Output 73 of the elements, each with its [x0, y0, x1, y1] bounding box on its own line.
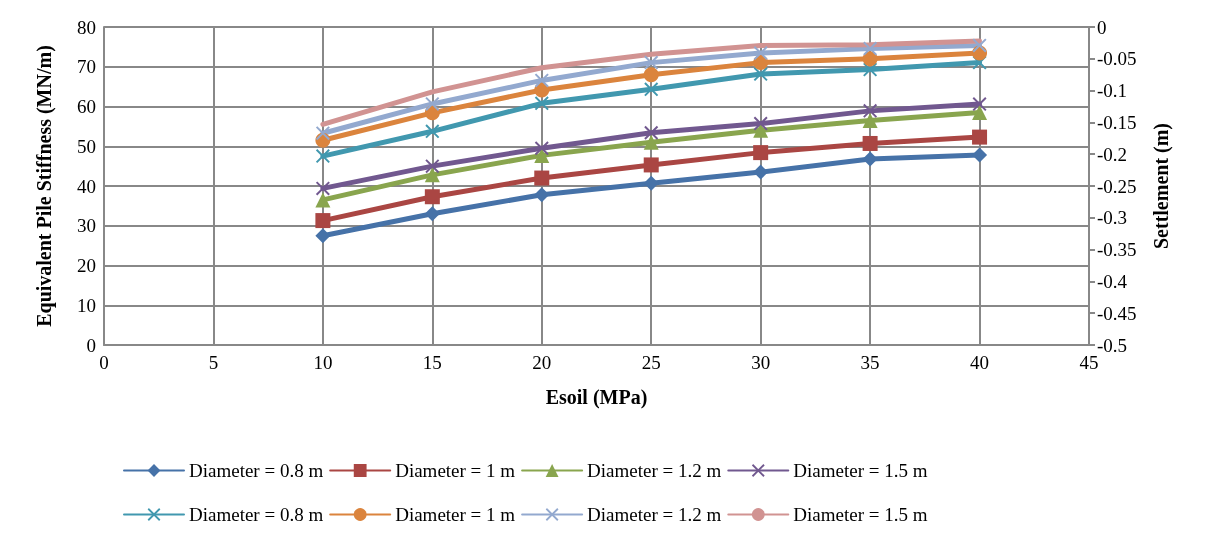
point — [534, 73, 549, 88]
point — [534, 170, 550, 186]
point — [315, 213, 331, 229]
point — [753, 67, 768, 82]
point — [315, 126, 330, 141]
y2-tick-label: -0.2 — [1097, 143, 1128, 165]
y2-axis-title: Settlement (m) — [1150, 122, 1173, 250]
point — [862, 51, 878, 67]
x-tick-label: 10 — [313, 352, 333, 373]
point — [644, 55, 659, 70]
point — [315, 228, 331, 244]
x-tick-label: 45 — [1079, 352, 1099, 373]
y-tick-label: 30 — [77, 215, 96, 237]
point — [643, 134, 659, 150]
point — [643, 157, 659, 173]
y-tick-label: 40 — [77, 175, 96, 197]
y2-tick-label: -0.25 — [1097, 175, 1137, 197]
y2-tick-label: -0.45 — [1097, 302, 1137, 324]
point — [315, 192, 331, 208]
legend-label: Diameter = 0.8 m — [189, 504, 324, 525]
y-tick-label: 50 — [77, 135, 96, 157]
point — [862, 151, 878, 167]
point — [862, 135, 878, 151]
y-tick-label: 20 — [77, 255, 96, 276]
x-axis-title: Esoil (MPa) — [545, 386, 648, 409]
point — [424, 167, 440, 183]
y2-tick-label: -0.4 — [1097, 270, 1128, 292]
x-tick-label: 15 — [422, 352, 442, 373]
y2-tick-label: -0.5 — [1097, 334, 1128, 356]
point — [862, 112, 878, 128]
legend-label: Diameter = 1 m — [395, 504, 516, 525]
point — [643, 67, 659, 83]
point — [863, 103, 878, 118]
x-tick-label: 20 — [532, 352, 552, 373]
y-tick-label: 80 — [77, 16, 96, 38]
legend-label: Diameter = 1.2 m — [587, 504, 722, 525]
y-tick-label: 60 — [77, 96, 96, 117]
x-tick-label: 35 — [860, 352, 880, 373]
y2-tick-label: 0 — [1097, 16, 1107, 38]
y-axis-title: Equivalent Pile Stiffness (MN/m) — [33, 45, 56, 327]
point — [972, 38, 987, 53]
point — [315, 149, 330, 164]
point — [753, 46, 768, 61]
legend-label: Diameter = 1 m — [395, 460, 516, 481]
point — [972, 147, 988, 163]
point — [643, 175, 659, 191]
legend-label: Diameter = 1.5 m — [793, 460, 928, 481]
legend-label: Diameter = 1.5 m — [793, 504, 928, 525]
point — [972, 129, 988, 145]
y2-tick-label: -0.1 — [1097, 80, 1128, 102]
point — [534, 187, 550, 203]
y-tick-label: 10 — [77, 294, 96, 316]
y2-tick-label: -0.35 — [1097, 239, 1137, 261]
point — [753, 116, 768, 131]
x-tick-label: 40 — [970, 352, 990, 373]
y2-tick-label: -0.3 — [1097, 207, 1128, 229]
point — [424, 206, 440, 222]
point — [534, 147, 550, 163]
y2-tick-label: -0.15 — [1097, 111, 1137, 133]
x-tick-label: 30 — [751, 352, 771, 373]
point — [753, 145, 769, 161]
point — [425, 96, 440, 111]
y-tick-label: 70 — [77, 56, 96, 78]
point — [424, 189, 440, 205]
y-tick-label: 0 — [86, 334, 96, 356]
x-tick-label: 5 — [208, 352, 219, 373]
point — [972, 104, 988, 120]
legend-label: Diameter = 1.2 m — [587, 460, 722, 481]
y2-tick-label: -0.05 — [1097, 48, 1137, 70]
point — [425, 124, 440, 139]
x-tick-label: 25 — [641, 352, 661, 373]
x-tick-label: 0 — [99, 352, 109, 373]
legend-label: Diameter = 0.8 m — [189, 460, 324, 481]
